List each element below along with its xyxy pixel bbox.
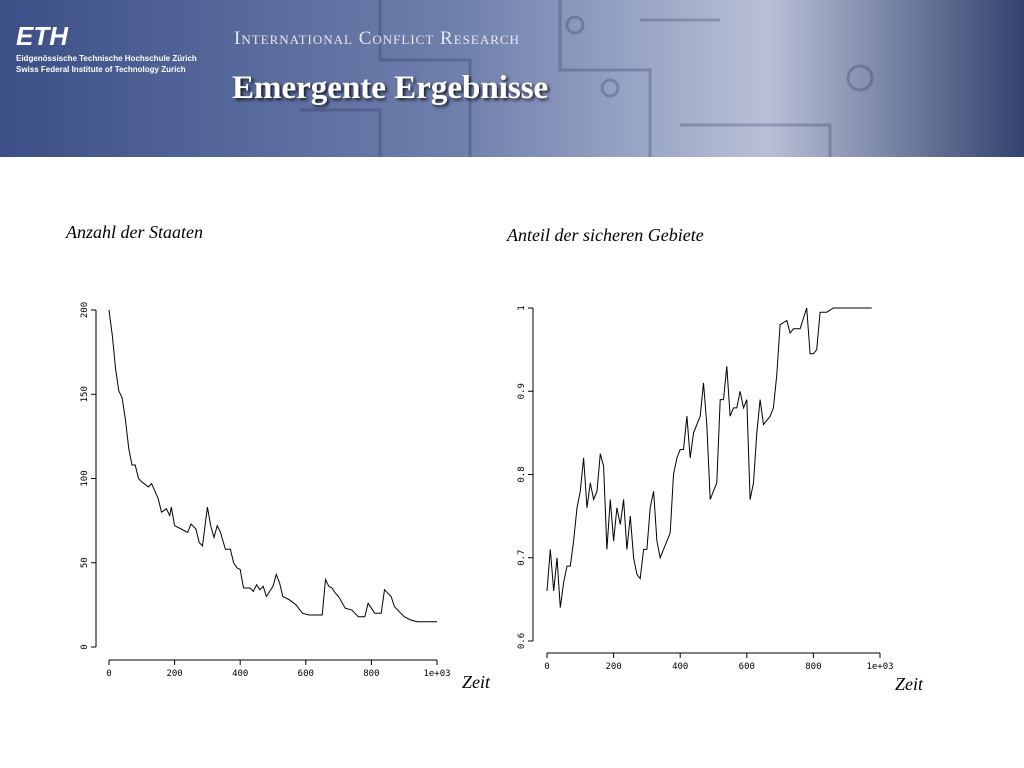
x-tick-label: 0 — [544, 662, 549, 672]
x-tick-label: 1e+03 — [866, 662, 893, 672]
x-tick-label: 600 — [298, 669, 314, 679]
data-line — [546, 307, 872, 608]
y-tick-label: 200 — [80, 302, 90, 318]
x-axis-label: Zeit — [895, 674, 924, 694]
chart-title: Anzahl der Staaten — [65, 222, 203, 242]
y-tick-label: 1 — [517, 305, 527, 310]
y-tick-label: 100 — [80, 470, 90, 486]
logo: ETH — [16, 21, 69, 51]
x-tick-label: 800 — [363, 669, 379, 679]
slide-title: Emergente Ergebnisse — [232, 70, 548, 106]
x-tick-label: 0 — [106, 669, 111, 679]
y-tick-label: 0.9 — [517, 383, 527, 399]
y-tick-label: 0.8 — [517, 466, 527, 482]
y-tick-label: 0.6 — [517, 633, 527, 649]
x-tick-label: 1e+03 — [423, 669, 450, 679]
x-tick-label: 400 — [232, 669, 248, 679]
institution-en: Swiss Federal Institute of Technology Zu… — [16, 65, 186, 74]
institution-de: Eidgenössische Technische Hochschule Zür… — [16, 54, 197, 63]
y-tick-label: 50 — [80, 557, 90, 568]
x-tick-label: 200 — [166, 669, 182, 679]
header-pattern — [300, 0, 874, 157]
chart-title: Anteil der sicheren Gebiete — [506, 225, 704, 245]
x-axis-label: Zeit — [462, 672, 491, 692]
y-tick-label: 0.7 — [517, 550, 527, 566]
y-tick-label: 150 — [80, 386, 90, 402]
x-tick-label: 600 — [739, 662, 755, 672]
header-band — [0, 0, 1024, 157]
x-tick-label: 200 — [605, 662, 621, 672]
unit-name: International Conflict Research — [234, 28, 520, 49]
x-tick-label: 400 — [672, 662, 688, 672]
y-tick-label: 0 — [80, 644, 90, 649]
x-tick-label: 800 — [805, 662, 821, 672]
data-line — [108, 309, 437, 623]
